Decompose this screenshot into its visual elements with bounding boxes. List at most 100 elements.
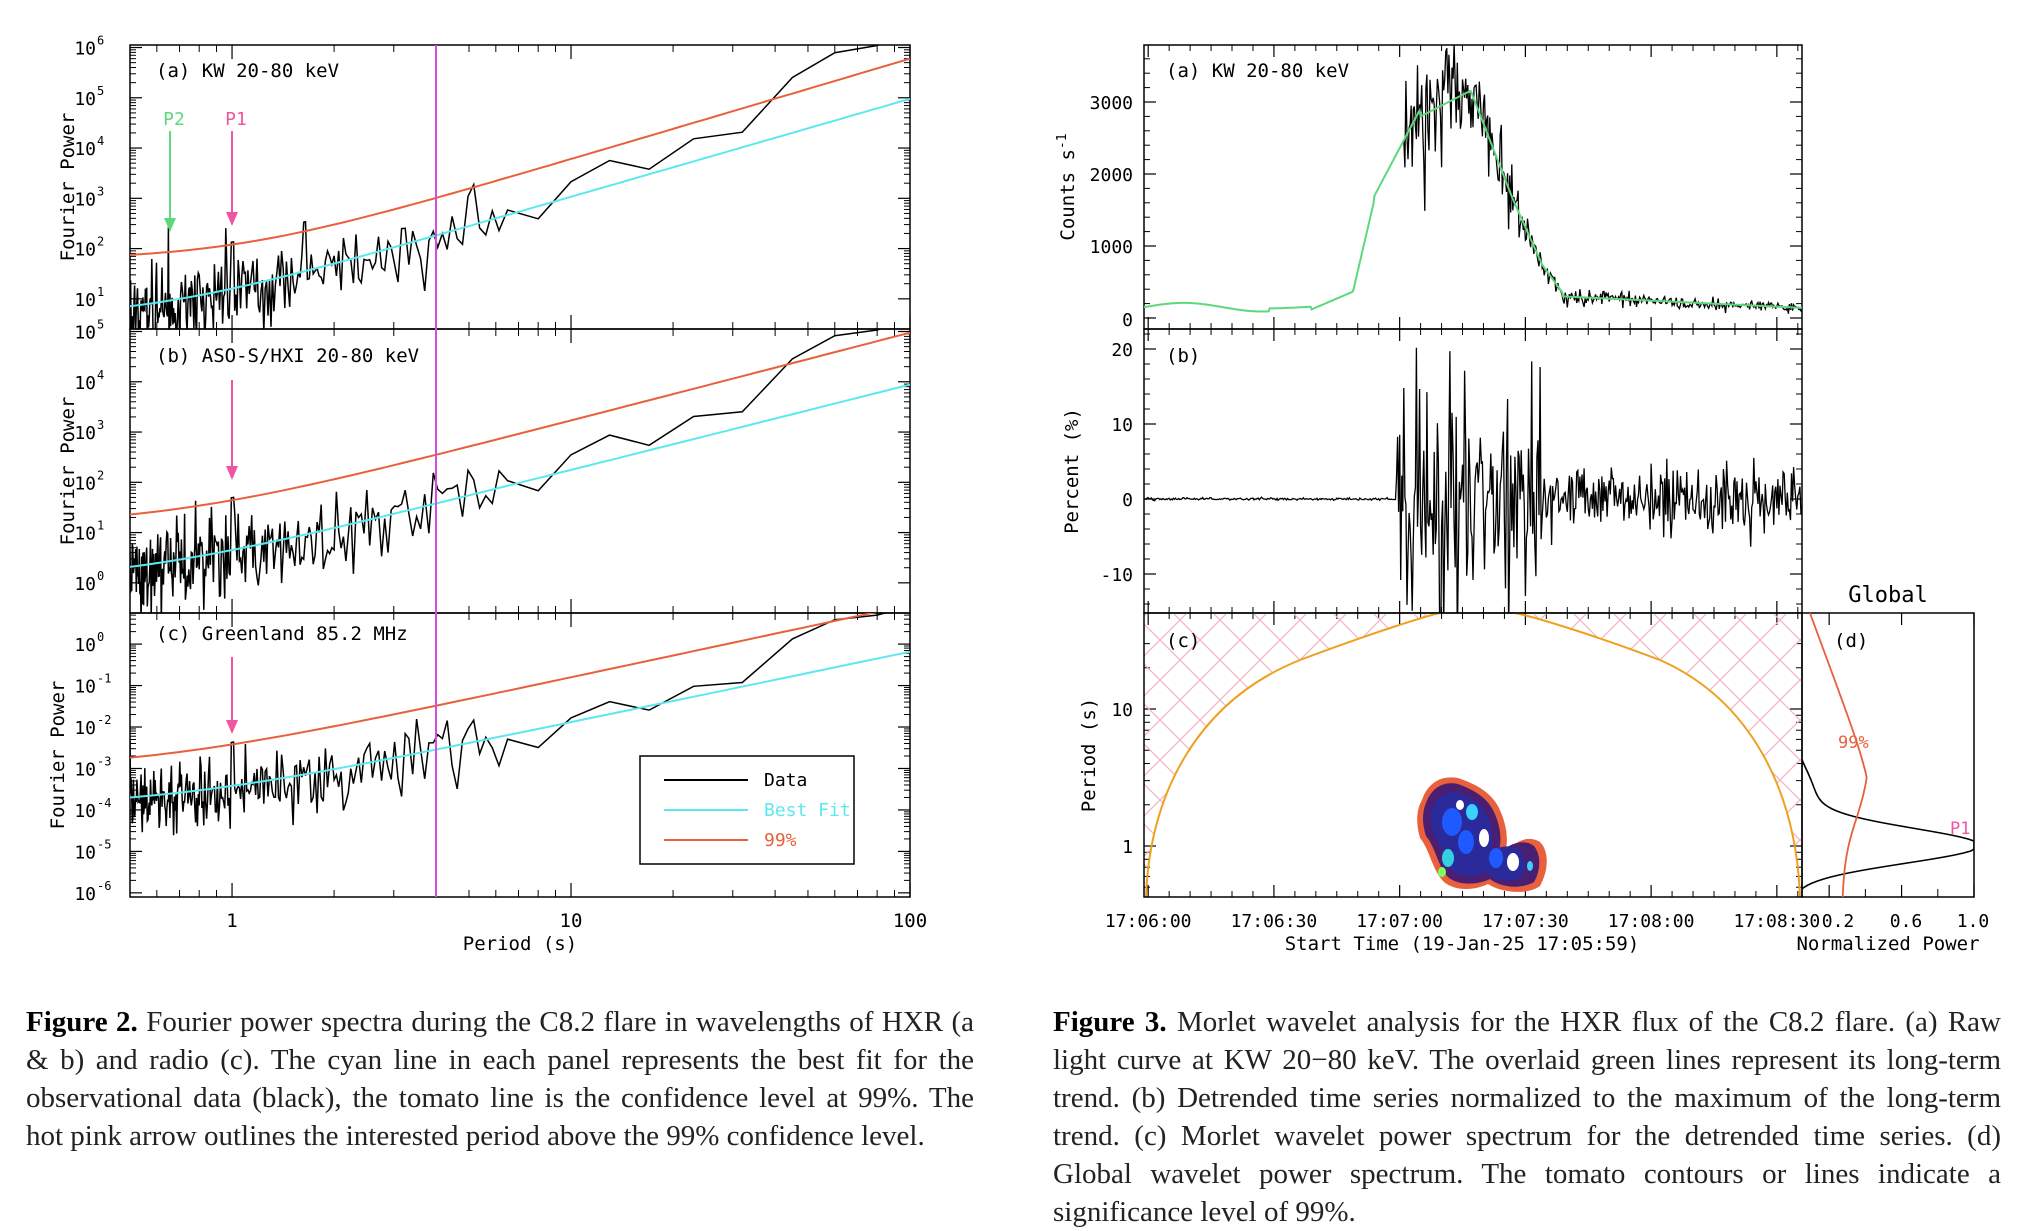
f3a-ylabel-text: Counts s <box>1057 149 1079 241</box>
f3d-label: (d) <box>1834 630 1868 652</box>
arrow-p2-label: P2 <box>163 109 185 130</box>
f2-ytick-exp: 1 <box>97 285 104 299</box>
f2-ytick-exp: 3 <box>97 184 104 198</box>
f3b-ytick-10: 10 <box>1111 415 1133 436</box>
figure2-caption-label: Figure 2. <box>26 1006 138 1038</box>
f3c-label: (c) <box>1166 630 1200 652</box>
f2-99-line <box>130 613 877 759</box>
f2-ytick-exp: 5 <box>97 84 104 98</box>
figure-canvas: 10 110 210 310 410 510 610 010 110 210 310 410 510 -6… <box>47 34 1990 955</box>
f2-data-line <box>130 45 881 329</box>
f3d-sig-label: 99% <box>1838 733 1869 753</box>
f3-xtick: 17:06:30 <box>1231 911 1318 932</box>
f2-ytick: 10 <box>74 89 96 110</box>
f2-ytick-exp: 1 <box>97 519 104 533</box>
f2-ytick: 10 <box>74 718 96 739</box>
figure3-wavelet: (a) KW 20-80 keV (b) (c) 0 1000 2000 300… <box>1055 44 1990 955</box>
arrow-p1-label: P1 <box>225 109 247 130</box>
coi-hatch <box>1144 613 1802 897</box>
f2-ytick: 10 <box>74 884 96 905</box>
f2-ytick-exp: -1 <box>97 672 111 686</box>
f2-ytick: 10 <box>74 189 96 210</box>
f3a-raw-line <box>1395 45 1802 314</box>
f2-xtick-100: 100 <box>893 910 927 932</box>
f3d-peak-label: P1 <box>1950 819 1970 839</box>
f2-99-line <box>130 57 910 256</box>
svg-text:Counts s-1: Counts s-1 <box>1055 133 1079 240</box>
f3d-title: Global <box>1848 583 1927 608</box>
f2-ytick-exp: -5 <box>97 837 111 851</box>
figure3-caption-text: Morlet wavelet analysis for the HXR flux… <box>1053 1006 2001 1228</box>
f2-ytick: 10 <box>74 473 96 494</box>
f2-ytick: 10 <box>74 373 96 394</box>
f2-ytick-exp: 0 <box>97 630 104 644</box>
f3a-ytick-1000: 1000 <box>1090 237 1133 258</box>
f3b-detrended-line <box>1144 347 1802 613</box>
f3-xtick: 17:08:30 <box>1734 911 1821 932</box>
f2-ytick: 10 <box>74 524 96 545</box>
f2-xtick-1: 1 <box>226 910 237 932</box>
f3-xtick: 17:07:00 <box>1356 911 1443 932</box>
f2-ytick: 10 <box>74 139 96 160</box>
f2-ytick-exp: -6 <box>97 879 111 893</box>
f2-ytick: 10 <box>74 759 96 780</box>
f2-ytick-exp: 2 <box>97 235 104 249</box>
f2-ytick: 10 <box>74 635 96 656</box>
f2-ytick-exp: 0 <box>97 569 104 583</box>
f3c-ylabel: Period (s) <box>1078 698 1100 812</box>
f3-panel-d <box>1801 612 1975 898</box>
arrow-p1-b <box>226 380 238 480</box>
f3-xtick: 17:06:00 <box>1105 911 1192 932</box>
f2c-ylabel: Fourier Power <box>47 681 69 830</box>
f3d-xtick-10: 1.0 <box>1957 911 1990 932</box>
f2-ytick: 10 <box>74 240 96 261</box>
f3b-ylabel: Percent (%) <box>1061 408 1083 534</box>
arrow-p1-a: P1 <box>225 109 247 226</box>
f3-xtick: 17:07:30 <box>1482 911 1569 932</box>
f2-xtick-10: 10 <box>560 910 583 932</box>
f2-ytick: 10 <box>74 423 96 444</box>
arrow-p1-c <box>226 657 238 734</box>
f3b-ytick-20: 20 <box>1111 340 1133 361</box>
figure3-caption: Figure 3. Morlet wavelet analysis for th… <box>1053 1003 2001 1231</box>
f2-data-line <box>130 329 883 613</box>
wavelet-power-blob <box>1417 777 1547 892</box>
figure2-fourier-spectra: 10 110 210 310 410 510 610 010 110 210 310 410 510 -6… <box>47 34 927 955</box>
f2b-ylabel: Fourier Power <box>57 397 79 546</box>
f2c-label: (c) Greenland 85.2 MHz <box>156 623 408 645</box>
f3d-99-line <box>1809 613 1868 897</box>
f2-ytick: 10 <box>74 323 96 344</box>
legend-data: Data <box>764 770 807 791</box>
f2-ytick-exp: 4 <box>97 134 104 148</box>
f3d-xlabel: Normalized Power <box>1796 933 1979 955</box>
f3a-ytick-2000: 2000 <box>1090 165 1133 186</box>
f2-ytick: 10 <box>74 842 96 863</box>
f3-xlabel: Start Time (19-Jan-25 17:05:59) <box>1285 933 1640 955</box>
f3-xtick: 17:08:00 <box>1608 911 1695 932</box>
legend-bestfit: Best Fit <box>764 800 851 821</box>
f3a-ytick-3000: 3000 <box>1090 93 1133 114</box>
f2-ytick-exp: 6 <box>97 34 104 48</box>
coi-curve <box>1145 613 1801 897</box>
f3a-ylabel-sup: -1 <box>1055 133 1070 149</box>
f2-legend: Data Best Fit 99% <box>639 755 855 865</box>
f2-bestfit-line <box>130 650 910 799</box>
f2-ytick-exp: 4 <box>97 368 104 382</box>
f2-ytick: 10 <box>74 574 96 595</box>
f2-bestfit-line <box>130 383 910 568</box>
f3c-ytick-1: 1 <box>1122 837 1133 858</box>
f3-panel-a <box>1143 44 1803 330</box>
f2-xlabel: Period (s) <box>463 933 577 955</box>
f3a-label: (a) KW 20-80 keV <box>1166 60 1349 82</box>
f3d-xtick-02: 0.2 <box>1822 911 1855 932</box>
f2-ytick-exp: -3 <box>97 754 111 768</box>
f2b-label: (b) ASO-S/HXI 20-80 keV <box>156 345 419 367</box>
f3b-ytick-m10: -10 <box>1100 565 1133 586</box>
f2-ytick-exp: -2 <box>97 713 111 727</box>
f2-99-line <box>130 331 910 516</box>
f2-ytick: 10 <box>74 39 96 60</box>
figure2-caption-text: Fourier power spectra during the C8.2 fl… <box>26 1006 974 1152</box>
arrow-p2: P2 <box>163 109 185 232</box>
